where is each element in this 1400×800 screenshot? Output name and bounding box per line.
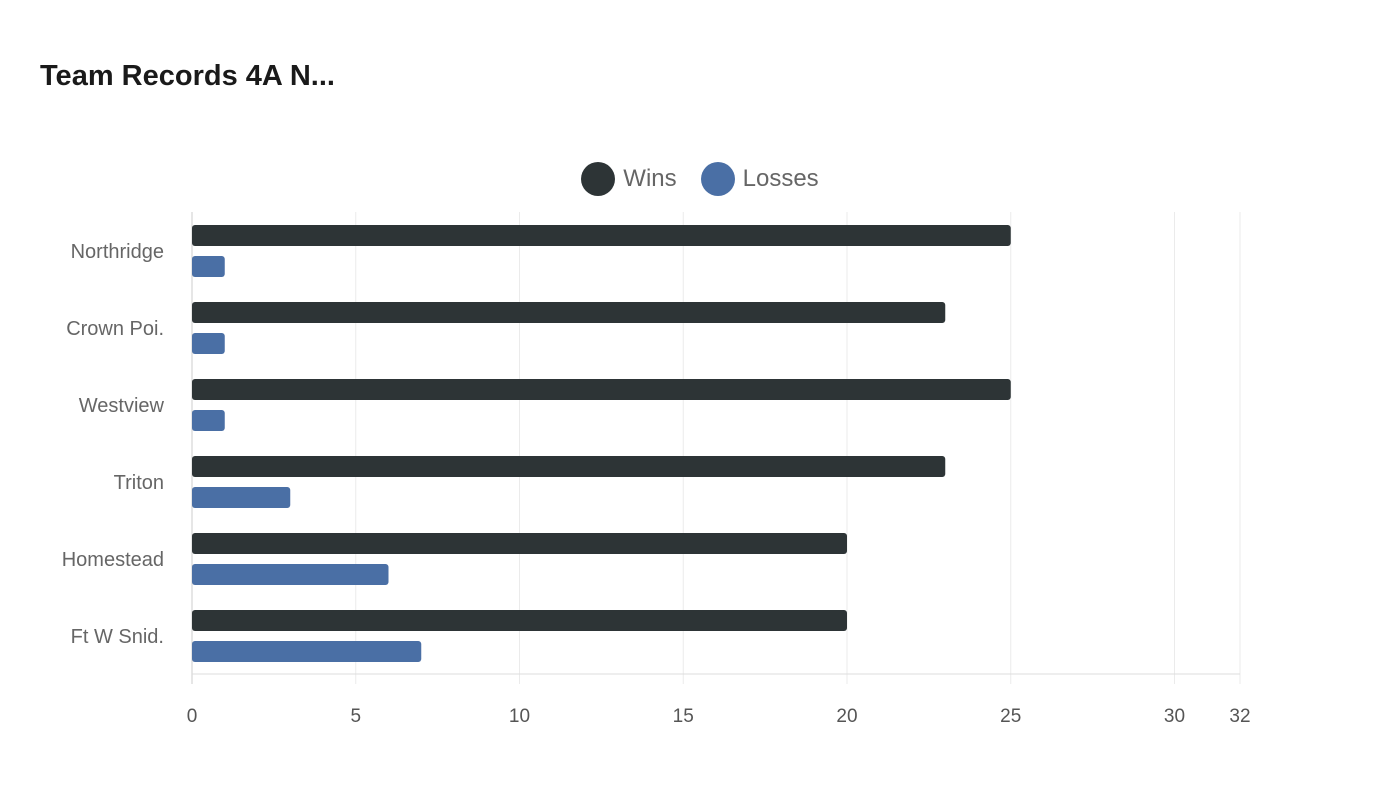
bar-wins: [192, 456, 946, 477]
x-tick-label: 30: [1164, 706, 1185, 727]
chart-title: Team Records 4A N...: [40, 60, 335, 92]
losses-swatch-icon: [700, 162, 735, 196]
y-category-label: Crown Poi.: [66, 318, 164, 340]
y-category-label: Homestead: [62, 549, 164, 571]
bar-wins: [192, 379, 1011, 400]
y-category-label: Westview: [79, 395, 165, 417]
y-category-label: Triton: [114, 472, 164, 494]
bar-losses: [192, 410, 225, 431]
x-tick-label: 10: [509, 706, 530, 727]
legend-item-losses[interactable]: Losses: [700, 162, 819, 196]
bar-wins: [192, 225, 1011, 246]
y-category-label: Ft W Snid.: [71, 626, 164, 648]
bar-losses: [192, 256, 225, 277]
legend: Wins Losses: [0, 162, 1400, 196]
x-tick-label: 20: [836, 706, 857, 727]
bar-wins: [192, 302, 946, 323]
bar-losses: [192, 487, 291, 508]
legend-label: Losses: [742, 165, 819, 192]
y-category-label: Northridge: [71, 241, 164, 263]
bar-wins: [192, 533, 847, 554]
x-tick-label: 5: [350, 706, 361, 727]
bar-wins: [192, 610, 847, 631]
x-tick-label: 25: [1000, 706, 1021, 727]
legend-item-wins[interactable]: Wins: [581, 162, 677, 196]
wins-swatch-icon: [581, 162, 616, 196]
bar-losses: [192, 333, 225, 354]
x-tick-label: 32: [1229, 706, 1250, 727]
x-tick-label: 15: [673, 706, 694, 727]
bar-losses: [192, 641, 422, 662]
legend-label: Wins: [623, 165, 677, 192]
bar-losses: [192, 564, 389, 585]
x-tick-label: 0: [187, 706, 198, 727]
